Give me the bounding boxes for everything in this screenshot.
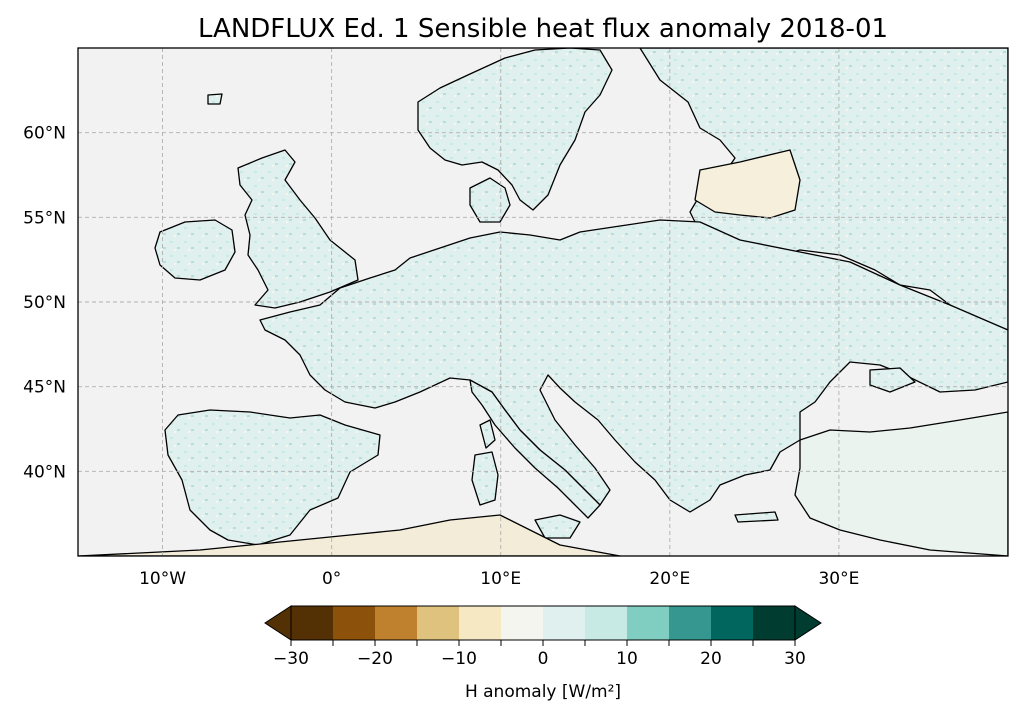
lat-tick-label: 55°N	[23, 208, 66, 228]
colorbar-segment	[669, 606, 712, 640]
colorbar-segment	[711, 606, 754, 640]
map-panel: 10°W 0° 10°E 20°E 30°E 60°N 55°N 50°N 45°N 40°N	[23, 47, 1009, 589]
colorbar-segment	[375, 606, 418, 640]
longitude-tick-labels: 10°W 0° 10°E 20°E 30°E	[139, 569, 859, 589]
lon-tick-label: 20°E	[649, 569, 690, 589]
lat-tick-label: 40°N	[23, 462, 66, 482]
lon-tick-label: 30°E	[818, 569, 859, 589]
colorbar-tick-label: 30	[784, 649, 806, 669]
colorbar-segment	[417, 606, 460, 640]
colorbar-segment	[627, 606, 670, 640]
colorbar-tick-label: −30	[273, 649, 309, 669]
figure-title: LANDFLUX Ed. 1 Sensible heat flux anomal…	[198, 14, 888, 44]
lon-tick-label: 0°	[322, 569, 341, 589]
colorbar-tick-label: −10	[441, 649, 477, 669]
map-frame	[77, 47, 1009, 557]
land-sardinia	[471, 451, 499, 506]
land-turkey	[794, 411, 1008, 556]
lat-tick-label: 60°N	[23, 124, 66, 144]
land-shetland	[207, 93, 223, 105]
land-corsica	[479, 419, 496, 449]
lat-tick-label: 45°N	[23, 378, 66, 398]
colorbar-tick-label: 20	[700, 649, 722, 669]
land-ireland	[154, 219, 236, 281]
gridlines	[78, 48, 1008, 556]
land-iberia	[164, 409, 381, 546]
colorbar-segment	[501, 606, 544, 640]
latitude-tick-labels: 60°N 55°N 50°N 45°N 40°N	[23, 124, 66, 483]
colorbar-label: H anomaly [W/m²]	[465, 682, 621, 702]
lon-tick-label: 10°W	[139, 569, 186, 589]
land-great-britain	[237, 149, 359, 309]
colorbar-segment	[543, 606, 586, 640]
colorbar-extend-high	[794, 605, 822, 641]
land-denmark	[469, 177, 511, 223]
land-italy	[469, 379, 601, 519]
land-north-africa	[78, 514, 621, 556]
land-crete	[734, 511, 779, 523]
colorbar-tick-label: −20	[357, 649, 393, 669]
lat-tick-label: 50°N	[23, 293, 66, 313]
land-continental-europe	[259, 219, 1008, 513]
colorbar: −30 −20 −10 0 10 20 30	[264, 605, 822, 669]
colorbar-segment	[459, 606, 502, 640]
land-crimea	[869, 367, 916, 393]
land-scandinavia	[417, 48, 613, 211]
colorbar-segment	[333, 606, 376, 640]
land-baltics	[694, 149, 801, 219]
colorbar-segment	[753, 606, 796, 640]
land-sicily	[534, 514, 581, 539]
colorbar-tick-label: 10	[616, 649, 638, 669]
lon-tick-label: 10°E	[480, 569, 521, 589]
colorbar-tick-label: 0	[538, 649, 549, 669]
colorbar-extend-low	[264, 605, 292, 641]
colorbar-segment	[585, 606, 628, 640]
colorbar-segment	[291, 606, 334, 640]
